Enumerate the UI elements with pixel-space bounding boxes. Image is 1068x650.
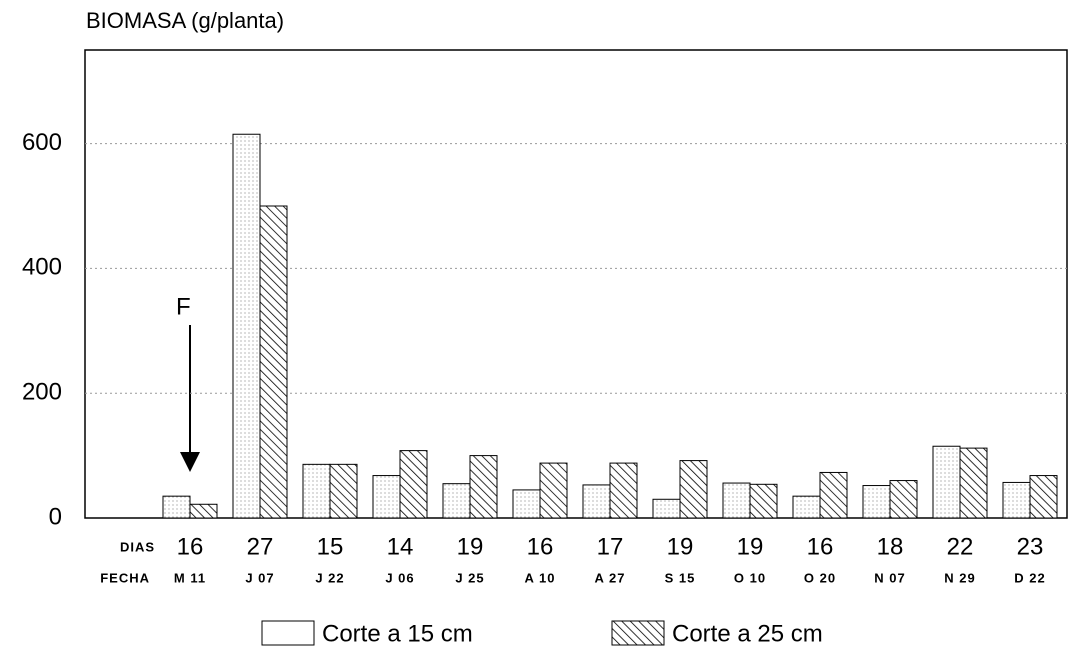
bar (862, 485, 891, 519)
bar (469, 455, 498, 519)
bar (162, 495, 191, 519)
x-date-label: S 15 (665, 570, 696, 585)
bar (442, 483, 471, 519)
bar (679, 460, 708, 519)
x-tick-label: 16 (527, 533, 554, 560)
x-date-label: A 10 (525, 570, 556, 585)
x-tick-label: 14 (387, 533, 414, 560)
x-tick-label: 19 (737, 533, 764, 560)
x-date-label: J 25 (455, 570, 484, 585)
bar (722, 482, 751, 519)
x-date-label: M 11 (174, 570, 206, 585)
x-date-label: O 20 (804, 570, 836, 585)
bar (302, 463, 331, 519)
x-tick-label: 17 (597, 533, 624, 560)
y-tick-label: 600 (22, 129, 62, 156)
bar (792, 495, 821, 519)
bar (959, 447, 988, 519)
legend-label: Corte a 25 cm (672, 620, 823, 647)
legend-swatch (611, 620, 665, 646)
x-date-label: N 29 (944, 570, 975, 585)
x-tick-label: 15 (317, 533, 344, 560)
x-tick-label: 27 (247, 533, 274, 560)
bar (189, 503, 218, 519)
bar (889, 480, 918, 519)
legend-label: Corte a 15 cm (322, 620, 473, 647)
bar (819, 471, 848, 519)
x-tick-label: 18 (877, 533, 904, 560)
bar (232, 133, 261, 519)
bar (329, 463, 358, 519)
x-date-label: A 27 (595, 570, 626, 585)
plot-frame (84, 49, 1068, 519)
bar (609, 462, 638, 519)
chart-title: BIOMASA (g/planta) (86, 8, 284, 33)
x-date-label: D 22 (1014, 570, 1045, 585)
x-date-label: J 06 (385, 570, 414, 585)
x-date-label: N 07 (874, 570, 905, 585)
x-date-label: J 07 (245, 570, 274, 585)
bar (652, 498, 681, 519)
bar (749, 483, 778, 519)
x-date-label: J 22 (315, 570, 344, 585)
x-tick-label: 22 (947, 533, 974, 560)
row-label: FECHA (100, 570, 150, 585)
x-tick-label: 16 (807, 533, 834, 560)
x-tick-label: 19 (667, 533, 694, 560)
y-tick-label: 400 (22, 254, 62, 281)
legend-swatch (261, 620, 315, 646)
bar (1029, 475, 1058, 519)
row-label: DIAS (120, 539, 155, 554)
y-tick-label: 0 (49, 503, 62, 530)
bar (539, 462, 568, 519)
x-tick-label: 19 (457, 533, 484, 560)
bar (372, 475, 401, 519)
bar (259, 205, 288, 519)
x-tick-label: 16 (177, 533, 204, 560)
x-tick-label: 23 (1017, 533, 1044, 560)
x-date-label: O 10 (734, 570, 766, 585)
annotation: F (176, 293, 191, 320)
bar (1002, 481, 1031, 519)
bar (932, 445, 961, 519)
bar (582, 484, 611, 519)
y-tick-label: 200 (22, 379, 62, 406)
bar (512, 489, 541, 519)
bar (399, 450, 428, 519)
